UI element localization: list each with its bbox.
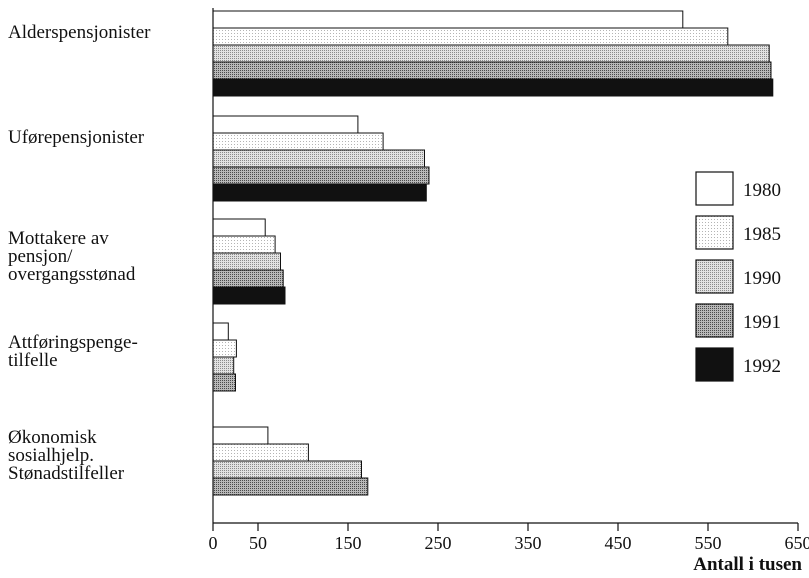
x-tick-label: 650	[785, 533, 809, 553]
bar-1985	[212, 27, 729, 46]
legend-swatch-1980	[695, 171, 734, 206]
bar-1990	[212, 460, 362, 479]
legend-swatch-1991	[695, 303, 734, 338]
bar-1991	[212, 477, 369, 496]
bar-1980	[212, 10, 684, 29]
legend-swatch-1990	[695, 259, 734, 294]
category-label: Uførepensjonister	[8, 127, 145, 148]
bar-1991	[212, 269, 284, 288]
category-label: overgangsstønad	[8, 264, 136, 285]
category-label: Alderspensjonister	[8, 22, 151, 43]
bar-1990	[212, 44, 770, 63]
x-tick-label: 150	[335, 533, 362, 553]
bar-1985	[212, 443, 309, 462]
legend-label: 1991	[743, 312, 781, 333]
bar-1991	[212, 166, 430, 185]
category-label: Mottakere av	[8, 228, 109, 249]
bar-1980	[212, 426, 269, 445]
bar-1980	[212, 322, 229, 341]
bar-1992	[212, 286, 286, 305]
category-label: tilfelle	[8, 350, 58, 371]
legend-label: 1992	[743, 356, 781, 377]
legend-swatch-1992	[695, 347, 734, 382]
x-axis: 0 50 150 250 350 450 550 650	[209, 8, 809, 553]
category-label: Attføringspenge-	[8, 332, 138, 353]
legend-label: 1990	[743, 268, 781, 289]
bar-1991	[212, 373, 236, 392]
bar-1980	[212, 218, 266, 237]
x-tick-label: 350	[515, 533, 542, 553]
legend: 1980 1985 1990 1991 1992	[695, 171, 781, 382]
bar-1992	[212, 183, 427, 202]
category-label: Stønadstilfeller	[8, 463, 125, 484]
bar-1990	[212, 252, 281, 271]
x-tick-label: 50	[249, 533, 267, 553]
legend-label: 1985	[743, 224, 781, 245]
bar-1990	[212, 356, 235, 375]
x-tick-label: 250	[425, 533, 452, 553]
bar-1980	[212, 115, 359, 134]
bar-1991	[212, 61, 772, 80]
category-label: Økonomisk	[8, 427, 97, 448]
bar-1990	[212, 149, 425, 168]
bars	[212, 10, 774, 496]
category-label: sosialhjelp.	[8, 445, 94, 466]
category-label: pensjon/	[8, 246, 73, 267]
bar-1985	[212, 339, 237, 358]
legend-swatch-1985	[695, 215, 734, 250]
legend-label: 1980	[743, 180, 781, 201]
x-axis-title: Antall i tusen	[693, 554, 802, 575]
x-tick-label: 0	[209, 533, 218, 553]
bar-1992	[212, 78, 774, 97]
bar-1985	[212, 132, 384, 151]
category-labels: Alderspensjonister Uførepensjonister Motta…	[8, 22, 151, 484]
x-tick-label: 550	[695, 533, 722, 553]
x-tick-label: 450	[605, 533, 632, 553]
bar-1985	[212, 235, 276, 254]
